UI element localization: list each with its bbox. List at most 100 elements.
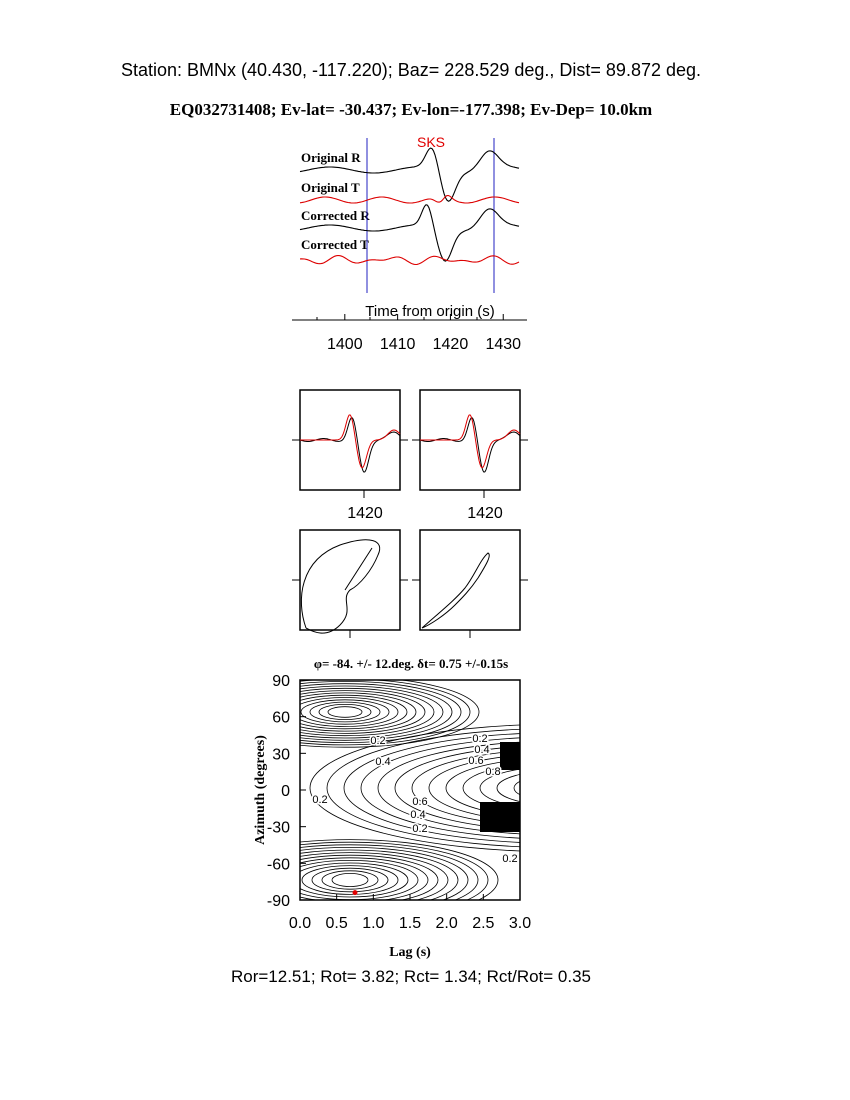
- contour: [445, 759, 520, 817]
- contour-label: 0.2: [312, 794, 327, 806]
- contour: [531, 779, 589, 797]
- trace-label: Original T: [301, 180, 360, 195]
- contour: [300, 680, 471, 746]
- contour: [343, 733, 520, 843]
- waveform: [299, 417, 401, 473]
- contour: [428, 754, 520, 822]
- waveform: [419, 417, 521, 473]
- contour: [300, 692, 417, 732]
- y-tick-label: 30: [272, 746, 290, 763]
- y-tick-label: 90: [272, 673, 290, 690]
- x-tick-label: 1400: [327, 336, 363, 353]
- contour-title: φ= -84. +/- 12.deg. δt= 0.75 +/-0.15s: [314, 656, 508, 671]
- contour: [318, 704, 372, 721]
- contour: [300, 841, 489, 900]
- x-tick-label: 2.5: [472, 915, 494, 932]
- y-tick-label: -90: [267, 893, 290, 910]
- contour: [300, 862, 409, 898]
- contour: [300, 694, 408, 730]
- contour: [300, 683, 453, 741]
- contour: [300, 680, 480, 748]
- x-axis-title: Time from origin (s): [365, 303, 494, 320]
- waveform: [299, 204, 520, 262]
- contour: [462, 763, 520, 813]
- dense-region: [500, 742, 520, 770]
- contour: [360, 737, 520, 839]
- contour: [394, 746, 520, 830]
- contour-label: 0.2: [412, 823, 427, 835]
- x-tick-label: 0.5: [326, 915, 348, 932]
- contour-label: 0.8: [485, 766, 500, 778]
- contour-label: 0.4: [375, 756, 390, 768]
- contour: [300, 697, 399, 727]
- x-tick-label: 1420: [467, 505, 503, 522]
- panel: [299, 529, 401, 631]
- contour-label: 0.6: [468, 755, 483, 767]
- contour: [496, 773, 520, 803]
- x-tick-label: 1430: [485, 336, 521, 353]
- x-tick-label: 1410: [380, 336, 416, 353]
- y-tick-label: 60: [272, 710, 290, 727]
- x-axis-title: Lag (s): [389, 945, 431, 960]
- contour: [300, 852, 449, 900]
- contour-label: 0.4: [410, 809, 425, 821]
- contour: [411, 750, 520, 826]
- event-line: EQ032731408; Ev-lat= -30.437; Ev-lon=-17…: [170, 100, 652, 119]
- contour-lines: [300, 680, 589, 900]
- contour-label: 0.2: [370, 735, 385, 747]
- y-tick-label: 0: [281, 783, 290, 800]
- contour: [300, 690, 426, 734]
- waveform: [420, 414, 521, 469]
- contour: [300, 854, 439, 900]
- dense-region: [480, 802, 520, 832]
- contour-label: 0.4: [474, 744, 489, 756]
- y-tick-label: -30: [267, 820, 290, 837]
- particle-motion: [300, 539, 381, 634]
- contour: [311, 867, 389, 893]
- waveform: [299, 194, 520, 204]
- contour: [309, 701, 381, 723]
- y-axis-title: Azimuth (degrees): [253, 735, 268, 845]
- contour: [300, 685, 444, 739]
- contour: [300, 844, 479, 900]
- contour-label: 0.2: [502, 853, 517, 865]
- waveform: [299, 147, 520, 202]
- contour: [300, 839, 499, 900]
- waveform: [300, 414, 401, 469]
- contour-label: 0.6: [412, 796, 427, 808]
- contour: [326, 728, 520, 848]
- contour: [321, 870, 379, 890]
- contour: [479, 768, 520, 808]
- trace-label: Corrected T: [301, 237, 369, 252]
- x-tick-label: 1420: [347, 505, 383, 522]
- waveform: [299, 255, 520, 266]
- x-tick-label: 1.0: [362, 915, 384, 932]
- contour-frame: [299, 679, 521, 901]
- contour: [300, 849, 459, 900]
- x-tick-label: 1.5: [399, 915, 421, 932]
- contour: [331, 873, 369, 888]
- trace-label: Original R: [301, 150, 361, 165]
- y-tick-label: -60: [267, 856, 290, 873]
- contour: [309, 724, 520, 852]
- x-tick-label: 3.0: [509, 915, 531, 932]
- contour: [300, 687, 435, 737]
- contour: [300, 847, 469, 900]
- contour: [377, 741, 520, 835]
- station-line: Station: BMNx (40.430, -117.220); Baz= 2…: [121, 60, 701, 80]
- contour: [513, 780, 520, 796]
- x-tick-label: 1420: [433, 336, 469, 353]
- x-tick-label: 0.0: [289, 915, 311, 932]
- contour: [300, 857, 429, 900]
- contour: [300, 681, 462, 743]
- contour: [327, 706, 363, 718]
- phase-label: SKS: [417, 134, 445, 150]
- best-fit-point: [352, 890, 358, 896]
- contour-label: 0.2: [472, 733, 487, 745]
- x-tick-label: 2.0: [436, 915, 458, 932]
- particle-motion: [421, 552, 490, 629]
- contour: [301, 865, 399, 895]
- footer: Ror=12.51; Rot= 3.82; Rct= 1.34; Rct/Rot…: [231, 967, 591, 986]
- contour: [300, 699, 390, 725]
